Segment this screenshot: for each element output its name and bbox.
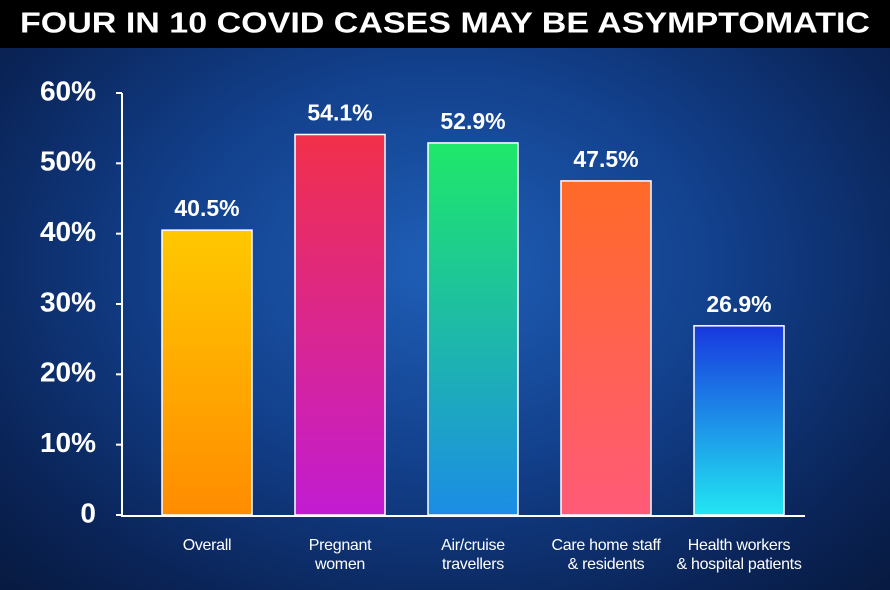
bar: [294, 133, 386, 516]
x-tick-label: Pregnant women: [308, 537, 372, 573]
y-tick-label: 30%: [40, 286, 96, 317]
title-bar: [0, 0, 890, 48]
y-tick-label: 50%: [40, 146, 96, 177]
x-tick-label: Air/cruise travellers: [441, 537, 505, 573]
x-tick-label: Health workers & hospital patients: [676, 537, 802, 573]
bar: [560, 180, 652, 516]
value-label: 40.5%: [174, 195, 239, 221]
value-label: 54.1%: [307, 100, 372, 126]
bar: [693, 325, 785, 516]
y-tick-label: 10%: [40, 427, 96, 458]
y-tick-label: 0: [80, 497, 96, 528]
value-label: 26.9%: [706, 291, 771, 317]
bar: [161, 229, 253, 516]
bar: [427, 142, 519, 516]
y-tick-label: 40%: [40, 216, 96, 247]
value-label: 52.9%: [440, 108, 505, 134]
chart-title: FOUR IN 10 COVID CASES MAY BE ASYMPTOMAT…: [20, 8, 870, 40]
x-tick-label: Overall: [182, 537, 232, 554]
y-tick-label: 60%: [40, 75, 96, 106]
value-label: 47.5%: [573, 146, 638, 172]
y-tick-label: 20%: [40, 357, 96, 388]
x-tick-label: Care home staff & residents: [551, 537, 661, 573]
